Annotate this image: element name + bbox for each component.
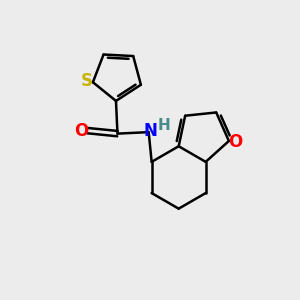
Text: H: H bbox=[158, 118, 170, 133]
Text: N: N bbox=[143, 122, 157, 140]
Text: S: S bbox=[80, 72, 92, 90]
Text: O: O bbox=[228, 134, 243, 152]
Text: O: O bbox=[74, 122, 88, 140]
